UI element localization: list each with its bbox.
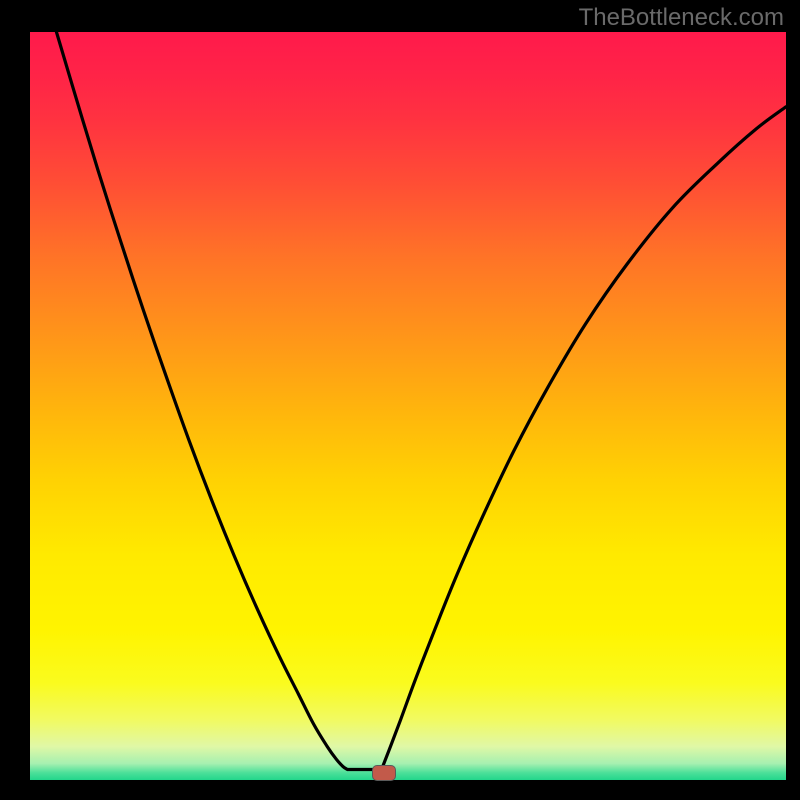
optimum-marker [372, 765, 396, 781]
chart-frame: TheBottleneck.com [0, 0, 800, 800]
bottleneck-curve [30, 32, 786, 780]
plot-area [30, 32, 786, 780]
watermark-text: TheBottleneck.com [579, 4, 784, 32]
